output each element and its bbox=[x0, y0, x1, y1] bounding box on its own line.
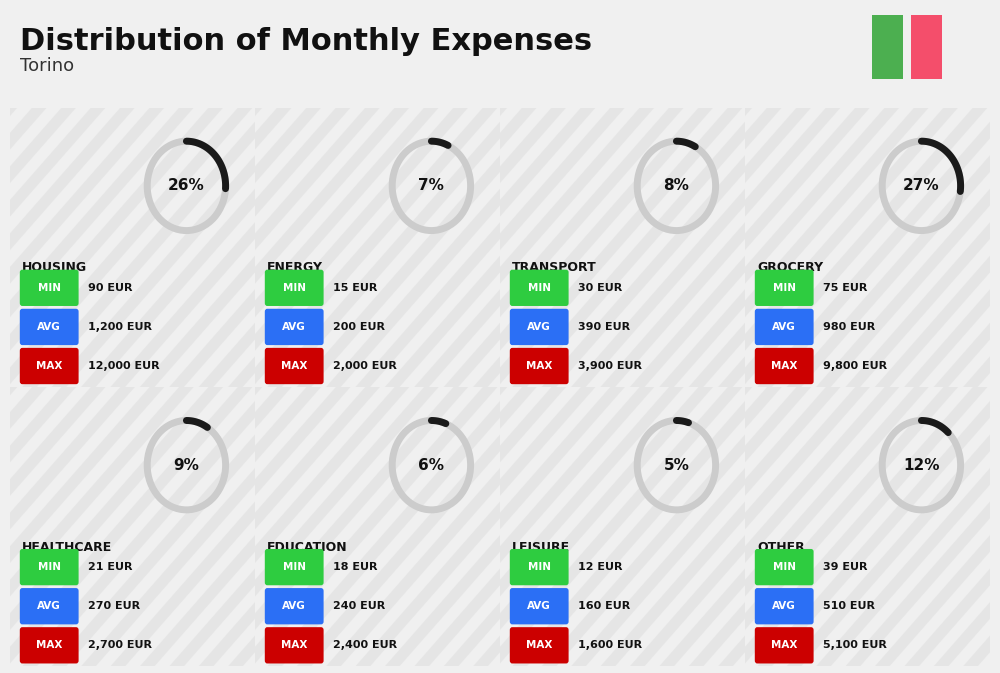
Text: 12 EUR: 12 EUR bbox=[578, 562, 623, 572]
Text: 9%: 9% bbox=[173, 458, 199, 472]
FancyBboxPatch shape bbox=[755, 270, 814, 306]
Text: 15 EUR: 15 EUR bbox=[333, 283, 378, 293]
Text: 12%: 12% bbox=[903, 458, 940, 472]
Text: 200 EUR: 200 EUR bbox=[333, 322, 385, 332]
Text: MIN: MIN bbox=[528, 562, 551, 572]
FancyBboxPatch shape bbox=[265, 627, 324, 664]
Text: 5%: 5% bbox=[663, 458, 689, 472]
Text: 2,400 EUR: 2,400 EUR bbox=[333, 640, 398, 650]
Text: OTHER: OTHER bbox=[757, 540, 805, 554]
Text: HEALTHCARE: HEALTHCARE bbox=[22, 540, 112, 554]
Text: AVG: AVG bbox=[37, 601, 61, 611]
FancyBboxPatch shape bbox=[755, 627, 814, 664]
Text: GROCERY: GROCERY bbox=[757, 261, 823, 275]
Text: EDUCATION: EDUCATION bbox=[267, 540, 348, 554]
Text: MIN: MIN bbox=[38, 283, 61, 293]
Text: AVG: AVG bbox=[772, 322, 796, 332]
FancyBboxPatch shape bbox=[265, 588, 324, 625]
Text: 5,100 EUR: 5,100 EUR bbox=[823, 640, 887, 650]
Text: ENERGY: ENERGY bbox=[267, 261, 323, 275]
FancyBboxPatch shape bbox=[755, 348, 814, 384]
Text: 270 EUR: 270 EUR bbox=[88, 601, 141, 611]
Text: AVG: AVG bbox=[772, 601, 796, 611]
Text: MAX: MAX bbox=[281, 361, 307, 371]
FancyBboxPatch shape bbox=[510, 549, 569, 586]
Text: 390 EUR: 390 EUR bbox=[578, 322, 631, 332]
FancyBboxPatch shape bbox=[755, 549, 814, 586]
Text: AVG: AVG bbox=[282, 322, 306, 332]
Text: AVG: AVG bbox=[527, 601, 551, 611]
Text: 3,900 EUR: 3,900 EUR bbox=[578, 361, 642, 371]
FancyBboxPatch shape bbox=[20, 549, 79, 586]
Text: 18 EUR: 18 EUR bbox=[333, 562, 378, 572]
Text: 30 EUR: 30 EUR bbox=[578, 283, 623, 293]
FancyBboxPatch shape bbox=[265, 270, 324, 306]
Text: MIN: MIN bbox=[283, 562, 306, 572]
FancyBboxPatch shape bbox=[265, 309, 324, 345]
Text: 1,200 EUR: 1,200 EUR bbox=[88, 322, 152, 332]
Text: MAX: MAX bbox=[526, 361, 552, 371]
Text: Torino: Torino bbox=[20, 57, 74, 75]
Text: 2,700 EUR: 2,700 EUR bbox=[88, 640, 152, 650]
Text: MAX: MAX bbox=[526, 640, 552, 650]
FancyBboxPatch shape bbox=[510, 627, 569, 664]
FancyBboxPatch shape bbox=[265, 348, 324, 384]
Text: AVG: AVG bbox=[527, 322, 551, 332]
FancyBboxPatch shape bbox=[20, 588, 79, 625]
FancyBboxPatch shape bbox=[510, 270, 569, 306]
Text: 7%: 7% bbox=[418, 178, 444, 193]
FancyBboxPatch shape bbox=[20, 348, 79, 384]
FancyBboxPatch shape bbox=[265, 549, 324, 586]
FancyBboxPatch shape bbox=[911, 15, 942, 79]
Text: 240 EUR: 240 EUR bbox=[333, 601, 386, 611]
Text: AVG: AVG bbox=[282, 601, 306, 611]
Text: LEISURE: LEISURE bbox=[512, 540, 570, 554]
FancyBboxPatch shape bbox=[755, 588, 814, 625]
Text: 160 EUR: 160 EUR bbox=[578, 601, 631, 611]
Text: 26%: 26% bbox=[168, 178, 205, 193]
Text: 6%: 6% bbox=[418, 458, 444, 472]
FancyBboxPatch shape bbox=[20, 309, 79, 345]
Text: MAX: MAX bbox=[36, 361, 62, 371]
Text: MAX: MAX bbox=[771, 361, 797, 371]
Text: MIN: MIN bbox=[528, 283, 551, 293]
Text: 21 EUR: 21 EUR bbox=[88, 562, 133, 572]
Text: 75 EUR: 75 EUR bbox=[823, 283, 868, 293]
Text: MIN: MIN bbox=[773, 562, 796, 572]
Text: AVG: AVG bbox=[37, 322, 61, 332]
Text: HOUSING: HOUSING bbox=[22, 261, 87, 275]
FancyBboxPatch shape bbox=[510, 588, 569, 625]
FancyBboxPatch shape bbox=[872, 15, 903, 79]
Text: 980 EUR: 980 EUR bbox=[823, 322, 876, 332]
Text: MAX: MAX bbox=[281, 640, 307, 650]
Text: Distribution of Monthly Expenses: Distribution of Monthly Expenses bbox=[20, 27, 592, 56]
Text: 12,000 EUR: 12,000 EUR bbox=[88, 361, 160, 371]
FancyBboxPatch shape bbox=[20, 627, 79, 664]
FancyBboxPatch shape bbox=[510, 309, 569, 345]
Text: 8%: 8% bbox=[663, 178, 689, 193]
FancyBboxPatch shape bbox=[510, 348, 569, 384]
Text: MIN: MIN bbox=[283, 283, 306, 293]
Text: MIN: MIN bbox=[773, 283, 796, 293]
FancyBboxPatch shape bbox=[755, 309, 814, 345]
Text: 39 EUR: 39 EUR bbox=[823, 562, 868, 572]
Text: 510 EUR: 510 EUR bbox=[823, 601, 875, 611]
Text: MAX: MAX bbox=[771, 640, 797, 650]
FancyBboxPatch shape bbox=[20, 270, 79, 306]
Text: 2,000 EUR: 2,000 EUR bbox=[333, 361, 397, 371]
Text: MIN: MIN bbox=[38, 562, 61, 572]
Text: 90 EUR: 90 EUR bbox=[88, 283, 133, 293]
Text: 9,800 EUR: 9,800 EUR bbox=[823, 361, 888, 371]
Text: MAX: MAX bbox=[36, 640, 62, 650]
Text: 27%: 27% bbox=[903, 178, 940, 193]
Text: 1,600 EUR: 1,600 EUR bbox=[578, 640, 643, 650]
Text: TRANSPORT: TRANSPORT bbox=[512, 261, 597, 275]
